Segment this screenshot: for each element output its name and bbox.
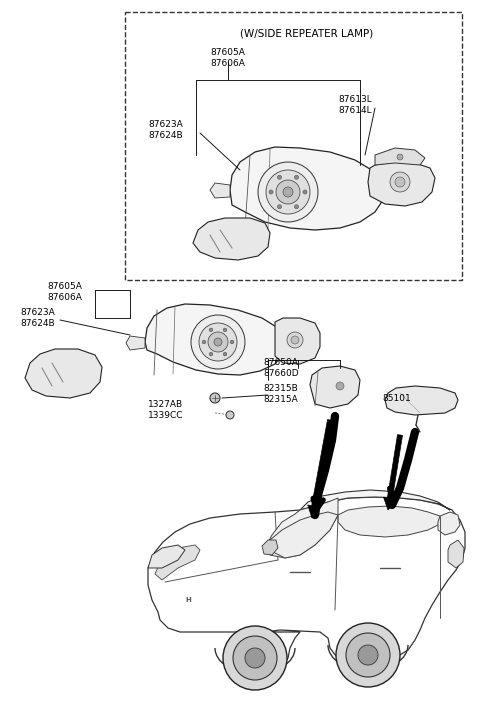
Polygon shape: [310, 366, 360, 408]
Text: 1327AB
1339CC: 1327AB 1339CC: [148, 400, 184, 420]
Polygon shape: [385, 386, 458, 415]
Circle shape: [209, 328, 213, 332]
Text: H: H: [185, 597, 191, 603]
Text: 87613L
87614L: 87613L 87614L: [338, 95, 372, 115]
Circle shape: [276, 180, 300, 204]
Polygon shape: [375, 148, 425, 165]
Circle shape: [303, 190, 307, 194]
Circle shape: [390, 172, 410, 192]
Circle shape: [233, 636, 277, 680]
Circle shape: [294, 175, 298, 180]
Polygon shape: [262, 540, 278, 555]
Circle shape: [223, 626, 287, 690]
Bar: [125, 12, 462, 280]
Polygon shape: [308, 419, 333, 518]
Circle shape: [346, 633, 390, 677]
Polygon shape: [25, 349, 102, 398]
Circle shape: [223, 353, 227, 356]
Circle shape: [283, 187, 293, 197]
Circle shape: [395, 177, 405, 187]
Circle shape: [208, 332, 228, 352]
Circle shape: [336, 623, 400, 687]
Circle shape: [294, 205, 298, 209]
Polygon shape: [265, 512, 338, 558]
Circle shape: [226, 411, 234, 419]
Polygon shape: [145, 304, 285, 375]
Polygon shape: [210, 183, 230, 198]
Circle shape: [397, 154, 403, 160]
Circle shape: [191, 315, 245, 369]
Polygon shape: [448, 540, 464, 568]
Circle shape: [269, 190, 273, 194]
Polygon shape: [155, 545, 200, 580]
Text: 87650A
87660D: 87650A 87660D: [263, 358, 299, 378]
Polygon shape: [338, 506, 440, 537]
Circle shape: [258, 162, 318, 222]
Circle shape: [291, 336, 299, 344]
Polygon shape: [126, 336, 145, 350]
Polygon shape: [148, 545, 185, 568]
Polygon shape: [265, 498, 338, 558]
Circle shape: [223, 328, 227, 332]
Circle shape: [287, 332, 303, 348]
Polygon shape: [275, 318, 320, 364]
Circle shape: [230, 340, 234, 344]
Circle shape: [214, 338, 222, 346]
Polygon shape: [230, 147, 385, 230]
Text: 87623A
87624B: 87623A 87624B: [20, 308, 55, 328]
Text: 87605A
87606A: 87605A 87606A: [211, 48, 245, 68]
Text: 87605A
87606A: 87605A 87606A: [47, 282, 82, 302]
Polygon shape: [148, 497, 465, 675]
Circle shape: [210, 393, 220, 403]
Polygon shape: [193, 218, 270, 260]
Circle shape: [209, 353, 213, 356]
Circle shape: [278, 205, 282, 209]
Circle shape: [199, 323, 237, 361]
Polygon shape: [300, 490, 450, 510]
Text: 87623A
87624B: 87623A 87624B: [148, 120, 183, 140]
Polygon shape: [438, 512, 460, 535]
Polygon shape: [368, 162, 435, 206]
Circle shape: [266, 170, 310, 214]
Circle shape: [202, 340, 206, 344]
Circle shape: [358, 645, 378, 665]
Circle shape: [245, 648, 265, 668]
Text: 85101: 85101: [382, 394, 411, 403]
Text: 82315B
82315A: 82315B 82315A: [263, 384, 298, 404]
Circle shape: [336, 382, 344, 390]
Polygon shape: [383, 435, 402, 510]
Text: (W/SIDE REPEATER LAMP): (W/SIDE REPEATER LAMP): [240, 28, 373, 38]
Circle shape: [278, 175, 282, 180]
